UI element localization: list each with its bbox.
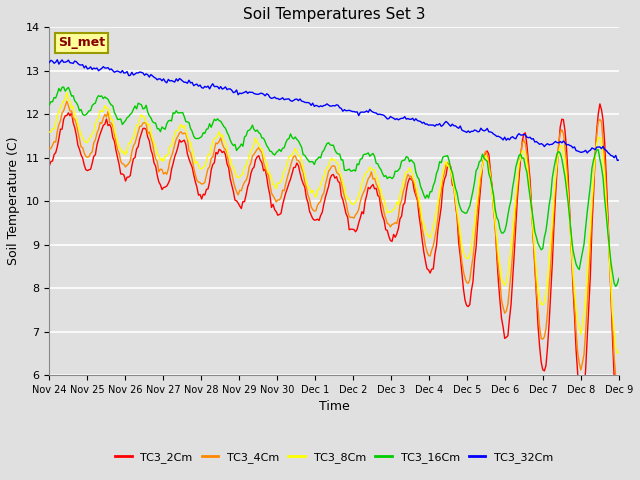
Text: SI_met: SI_met — [58, 36, 105, 49]
Y-axis label: Soil Temperature (C): Soil Temperature (C) — [7, 137, 20, 265]
Legend: TC3_2Cm, TC3_4Cm, TC3_8Cm, TC3_16Cm, TC3_32Cm: TC3_2Cm, TC3_4Cm, TC3_8Cm, TC3_16Cm, TC3… — [111, 447, 558, 467]
Title: Soil Temperatures Set 3: Soil Temperatures Set 3 — [243, 7, 426, 22]
X-axis label: Time: Time — [319, 400, 349, 413]
